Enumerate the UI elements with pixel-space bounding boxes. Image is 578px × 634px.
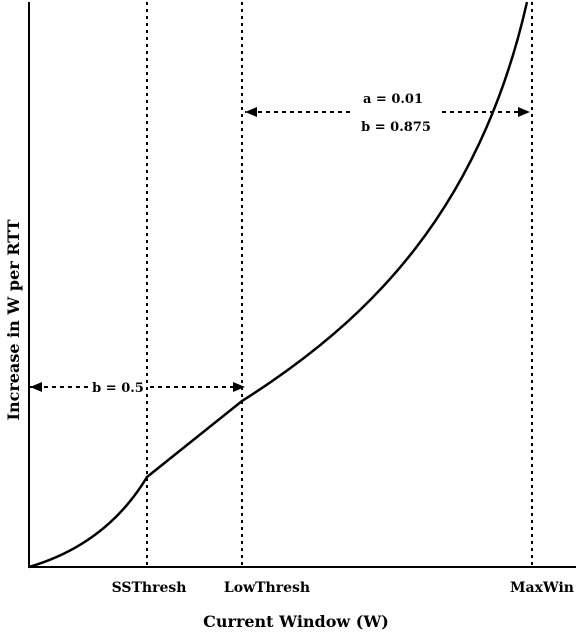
high-region-b-label: b = 0.875 bbox=[361, 120, 431, 135]
lowthresh-tick-label: LowThresh bbox=[224, 580, 310, 596]
high-region-a-label: a = 0.01 bbox=[363, 92, 423, 107]
slow-start-b-label: b = 0.5 bbox=[92, 381, 144, 396]
maxwin-tick-label: MaxWin bbox=[510, 580, 574, 596]
ssthresh-tick-label: SSThresh bbox=[112, 580, 187, 596]
increase-curve bbox=[28, 1, 529, 569]
y-axis-title: Increase in W per RTT bbox=[4, 219, 23, 420]
x-axis-title: Current Window (W) bbox=[203, 612, 389, 631]
